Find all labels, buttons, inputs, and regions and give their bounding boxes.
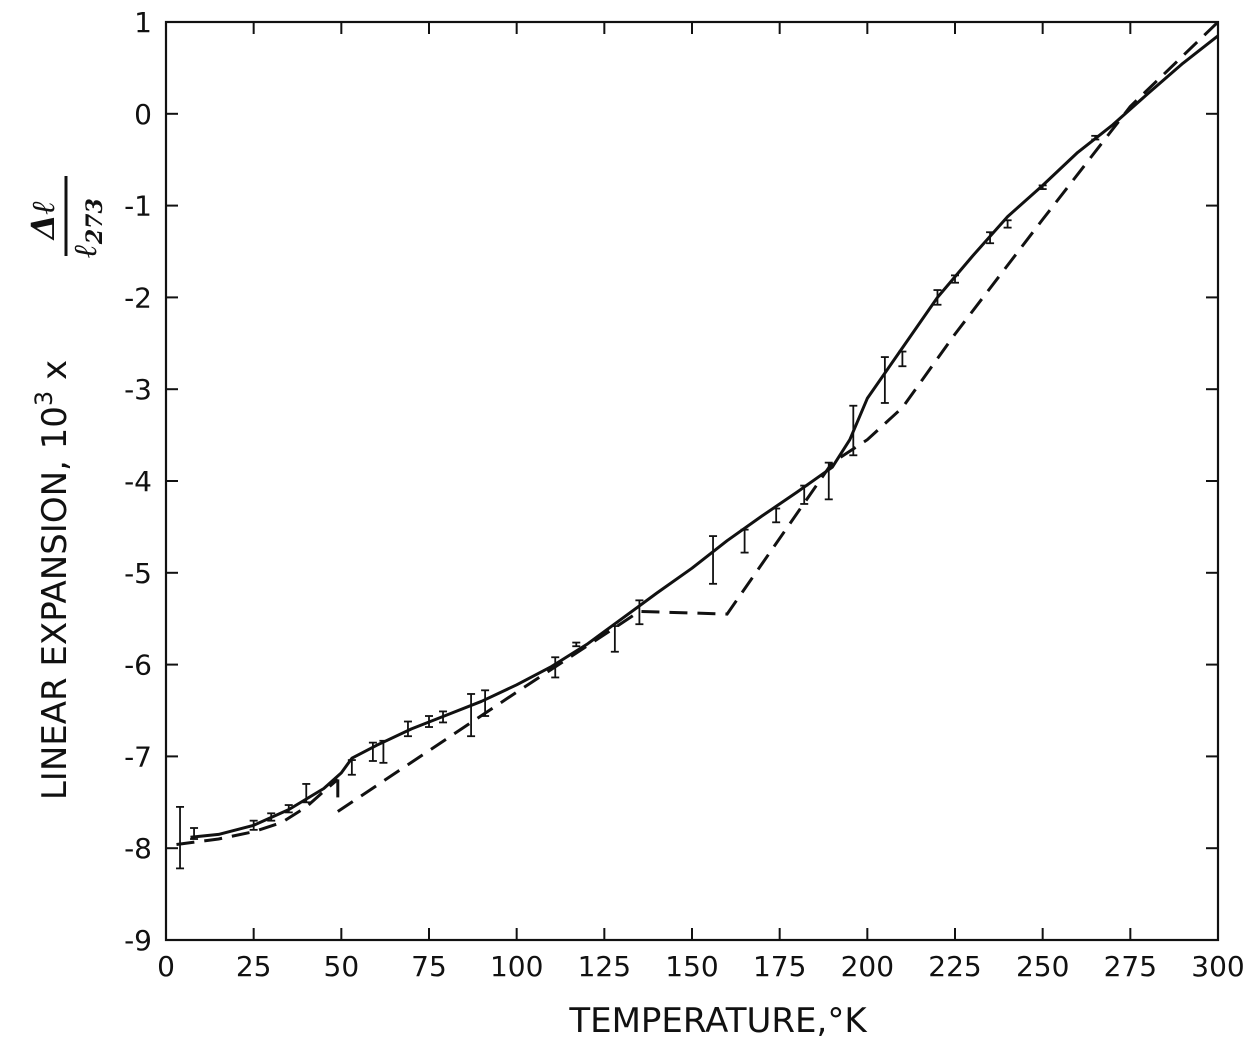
x-tick-label: 225 — [928, 950, 981, 983]
error-bar — [176, 805, 185, 870]
x-tick-label: 175 — [753, 950, 806, 983]
error-bar — [368, 741, 377, 762]
error-bar — [347, 759, 356, 776]
y-tick-label: -2 — [124, 281, 152, 314]
y-tick-label: -6 — [124, 649, 152, 682]
error-bar — [772, 507, 781, 524]
error-bar — [1038, 184, 1047, 190]
y-axis-fraction-numerator: Δℓ — [24, 201, 62, 242]
x-tick-label: 300 — [1191, 950, 1244, 983]
y-tick-label: -3 — [124, 373, 152, 406]
error-bar — [635, 599, 644, 626]
error-bar — [880, 356, 889, 404]
error-bar — [302, 783, 311, 804]
error-bar — [481, 689, 490, 717]
x-tick-label: 100 — [490, 950, 543, 983]
x-tick-label: 25 — [236, 950, 272, 983]
svg-text:ℓ273: ℓ273 — [66, 198, 108, 258]
error-bar — [1003, 219, 1012, 229]
y-axis-fraction: Δℓ ℓ273 — [24, 176, 108, 258]
error-bar — [379, 739, 388, 764]
error-bar — [403, 720, 412, 738]
y-axis-title-prefix: LINEAR EXPANSION, 10 — [35, 406, 75, 800]
error-bar — [709, 535, 718, 585]
y-tick-label: -7 — [124, 740, 152, 773]
y-tick-label: 0 — [134, 98, 152, 131]
x-tick-label: 250 — [1016, 950, 1069, 983]
y-axis-title-times: x — [35, 360, 75, 391]
x-tick-label: 75 — [411, 950, 447, 983]
x-tick-label: 200 — [841, 950, 894, 983]
error-bar — [249, 819, 258, 831]
error-bar — [1091, 134, 1100, 141]
error-bar — [740, 528, 749, 554]
series-dashed-line — [336, 20, 1220, 813]
error-bar — [933, 289, 942, 306]
error-bar — [800, 484, 809, 505]
error-bar — [951, 274, 959, 284]
y-axis-title-exponent: 3 — [30, 391, 58, 406]
x-tick-label: 0 — [157, 950, 175, 983]
series-solid-line — [190, 34, 1219, 839]
x-tick-label: 125 — [578, 950, 631, 983]
x-tick-label: 50 — [324, 950, 360, 983]
error-bar — [267, 812, 276, 822]
x-tick-label: 275 — [1104, 950, 1157, 983]
error-bar — [551, 656, 560, 679]
svg-text:LINEAR EXPANSION, 103 x: LINEAR EXPANSION, 103 x — [30, 360, 75, 800]
error-bar — [986, 231, 995, 245]
x-tick-label: 150 — [665, 950, 718, 983]
x-axis-title: TEMPERATURE,°K — [568, 1001, 868, 1041]
error-bar — [467, 693, 476, 738]
y-tick-label: -4 — [124, 465, 152, 498]
y-axis-fraction-denominator: ℓ — [66, 244, 104, 258]
error-bar — [439, 710, 448, 724]
y-tick-label: -1 — [124, 190, 152, 223]
error-bar — [572, 641, 581, 648]
y-tick-label: -5 — [124, 557, 152, 590]
series-dashed-line — [176, 778, 339, 846]
y-axis-title: LINEAR EXPANSION, 103 x Δℓ ℓ273 — [24, 176, 108, 800]
y-tick-label: 1 — [134, 6, 152, 39]
error-bar — [898, 350, 907, 368]
error-bar — [610, 625, 619, 653]
plot-frame — [164, 20, 1220, 942]
y-axis-fraction-subscript: 273 — [82, 198, 108, 245]
error-bar — [425, 715, 433, 728]
y-tick-label: -9 — [124, 924, 152, 957]
error-bar — [284, 804, 293, 814]
error-bar — [190, 827, 199, 840]
error-bar — [824, 461, 833, 501]
error-bar — [849, 404, 858, 457]
y-tick-label: -8 — [124, 832, 152, 865]
